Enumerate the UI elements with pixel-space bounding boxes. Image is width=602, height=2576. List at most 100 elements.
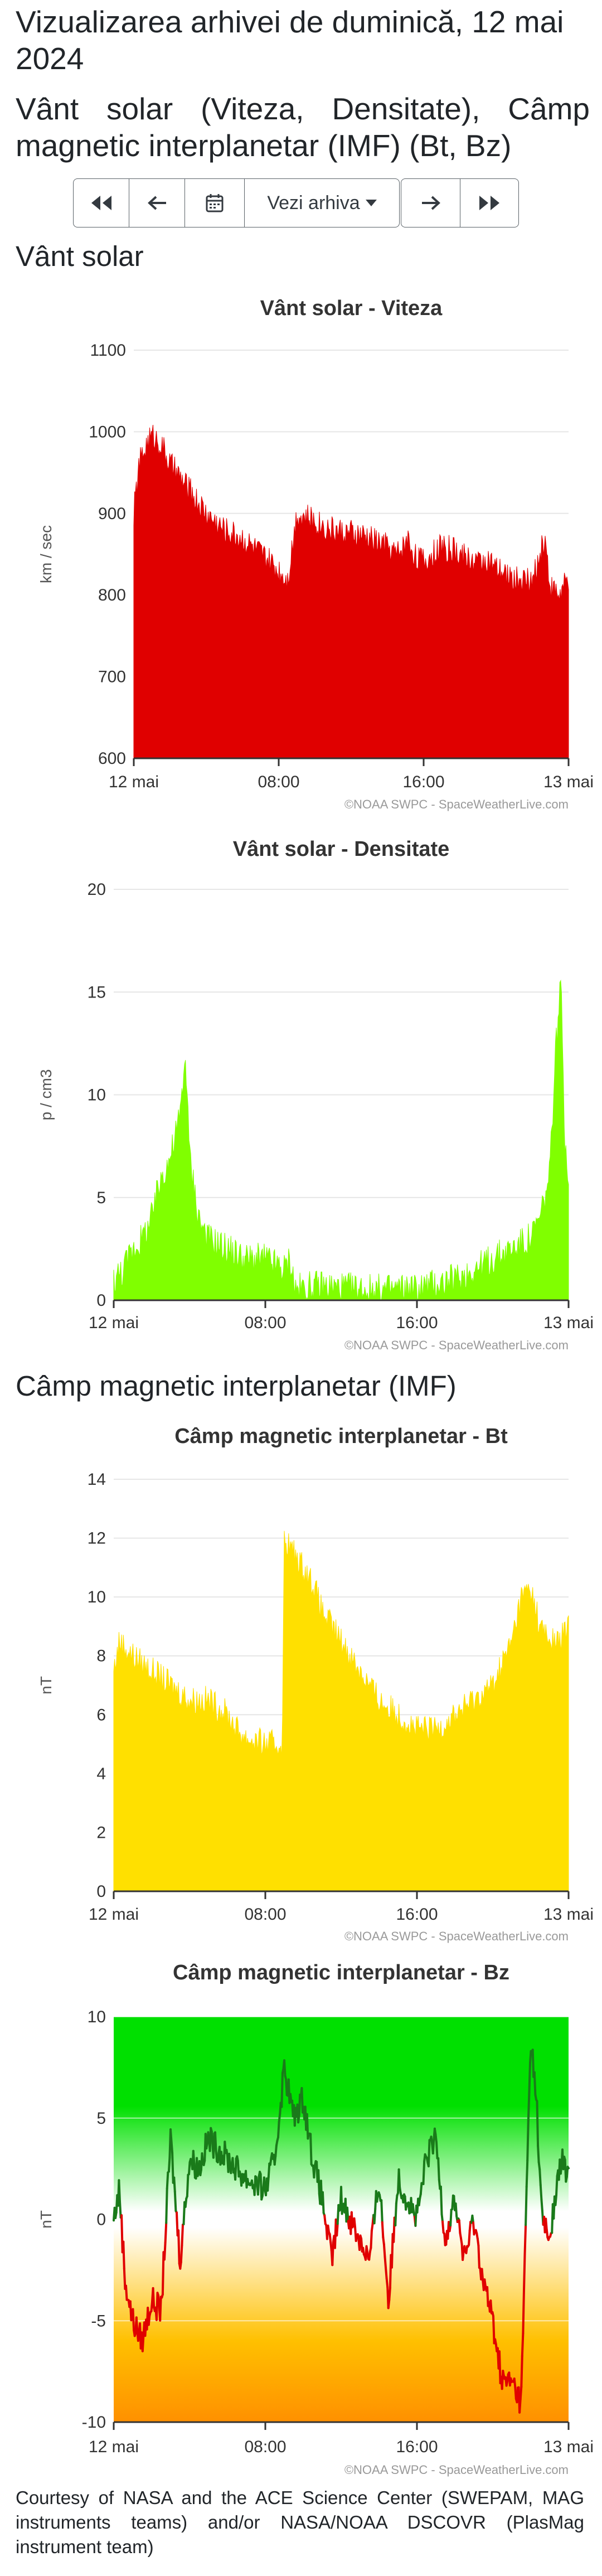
series-line-segment <box>179 2244 183 2264</box>
y-tick-label: 1100 <box>90 341 126 360</box>
archive-dropdown[interactable]: Vezi arhiva <box>244 178 400 227</box>
series-line-segment <box>274 2144 278 2157</box>
series-line-segment <box>253 2175 257 2196</box>
series-line-segment <box>516 2386 519 2404</box>
nav-right-group <box>401 178 519 229</box>
x-tick-label: 16:00 <box>402 773 444 791</box>
series-line-segment <box>118 2179 121 2203</box>
series-line-segment <box>539 2183 543 2201</box>
series-line-segment <box>525 2159 529 2188</box>
series-line-segment <box>566 2166 570 2170</box>
series-line-segment <box>261 2187 265 2197</box>
next-button[interactable] <box>401 178 460 227</box>
x-tick-label: 12 mai <box>109 773 159 791</box>
series-line-segment <box>430 2136 434 2145</box>
chart-imf-bt: Câmp magnetic interplanetar - Bt 0 2 4 6 8 10 1… <box>37 1425 594 1943</box>
x-tick-label: 08:00 <box>244 1905 286 1924</box>
series-line-segment <box>280 2071 284 2108</box>
x-tick-label: 08:00 <box>244 1314 286 1332</box>
series-line-segment <box>477 2244 480 2269</box>
x-tick-label: 12 mai <box>89 1314 139 1332</box>
chart-imf-bz: Câmp magnetic interplanetar - Bz -10 -5 0 5 1… <box>37 1961 594 2477</box>
series-line-segment <box>439 2185 443 2216</box>
last-button[interactable] <box>460 178 519 227</box>
y-axis-title: km / sec <box>37 525 55 583</box>
double-chevron-left-icon <box>91 196 111 210</box>
series-line-segment <box>373 2207 377 2225</box>
series-line-segment <box>122 2240 125 2270</box>
page-title: Vizualizarea arhivei de duminică, 12 mai… <box>16 4 564 76</box>
series-line-segment <box>458 2219 462 2234</box>
series-area <box>133 424 569 759</box>
y-tick-label: 2 <box>96 1823 106 1842</box>
y-tick-label: 20 <box>88 880 106 899</box>
series-line-segment <box>166 2171 169 2190</box>
y-axis-title: nT <box>37 1676 55 1694</box>
series-line-segment <box>441 2220 445 2234</box>
series-line-segment <box>186 2173 190 2197</box>
series-line-segment <box>422 2160 426 2185</box>
series-line-segment <box>353 2217 357 2229</box>
series-line-segment <box>230 2163 233 2175</box>
y-tick-label: 5 <box>96 1189 106 1207</box>
series-line-segment <box>431 2138 435 2154</box>
section-imf: Câmp magnetic interplanetar (IMF) <box>16 1370 457 1402</box>
arrow-left-icon <box>147 196 166 210</box>
series-line-segment <box>480 2268 484 2282</box>
series-line-segment <box>317 2169 321 2195</box>
series-line-segment <box>514 2386 517 2400</box>
series-line-segment <box>382 2236 385 2246</box>
series-line-segment <box>157 2294 161 2308</box>
series-line-segment <box>137 2330 140 2342</box>
series-line-segment <box>525 2185 528 2226</box>
series-line-segment <box>234 2157 237 2181</box>
page-subtitle: Vânt solar (Viteza, Densitate), Câmp mag… <box>16 91 590 163</box>
y-tick-label: -10 <box>82 2413 106 2432</box>
series-line-segment <box>350 2211 354 2229</box>
series-line-segment <box>383 2256 387 2269</box>
y-tick-label: 0 <box>96 1291 106 1310</box>
series-line-segment <box>555 2175 559 2196</box>
series-line-segment <box>540 2198 543 2212</box>
series-line-segment <box>435 2141 439 2159</box>
x-tick-label: 12 mai <box>89 1905 139 1924</box>
series-line-segment <box>256 2175 260 2196</box>
series-line-segment <box>533 2071 537 2096</box>
series-line-segment <box>283 2059 287 2078</box>
series-line-segment <box>545 2229 549 2239</box>
y-axis-title: nT <box>37 2210 55 2229</box>
series-line-segment <box>150 2301 153 2312</box>
calendar-button[interactable] <box>185 178 244 227</box>
series-line-segment <box>273 2154 277 2166</box>
first-button[interactable] <box>73 178 129 227</box>
series-line-segment <box>336 2222 339 2237</box>
series-line-segment <box>506 2373 509 2383</box>
chart-watermark: ©NOAA SWPC - SpaceWeatherLive.com <box>344 1338 569 1352</box>
series-line-segment <box>370 2229 373 2249</box>
series-line-segment <box>465 2245 468 2254</box>
series-line-segment <box>559 2165 563 2175</box>
caret-down-icon <box>365 200 377 206</box>
y-tick-label: 8 <box>96 1647 106 1665</box>
series-line-segment <box>267 2162 271 2178</box>
series-line-segment <box>215 2149 219 2163</box>
y-tick-label: 1000 <box>89 423 126 441</box>
series-line-segment <box>173 2190 177 2212</box>
series-line-segment <box>387 2298 391 2309</box>
prev-button[interactable] <box>129 178 185 227</box>
y-tick-label: 700 <box>98 668 126 686</box>
series-line-segment <box>382 2243 386 2258</box>
series-line-segment <box>519 2385 523 2401</box>
archive-dropdown-label: Vezi arhiva <box>267 192 360 214</box>
series-line-segment <box>434 2133 438 2144</box>
y-axis-title: p / cm3 <box>37 1069 55 1121</box>
series-line-segment <box>169 2128 173 2143</box>
y-tick-label: 600 <box>98 749 126 768</box>
series-line-segment <box>313 2164 316 2179</box>
series-line-segment <box>554 2194 557 2206</box>
x-tick-label: 08:00 <box>244 2438 286 2456</box>
chart-watermark: ©NOAA SWPC - SpaceWeatherLive.com <box>344 797 569 811</box>
y-tick-label: 12 <box>88 1529 106 1548</box>
series-line-segment <box>135 2316 139 2334</box>
series-line-segment <box>385 2277 389 2288</box>
